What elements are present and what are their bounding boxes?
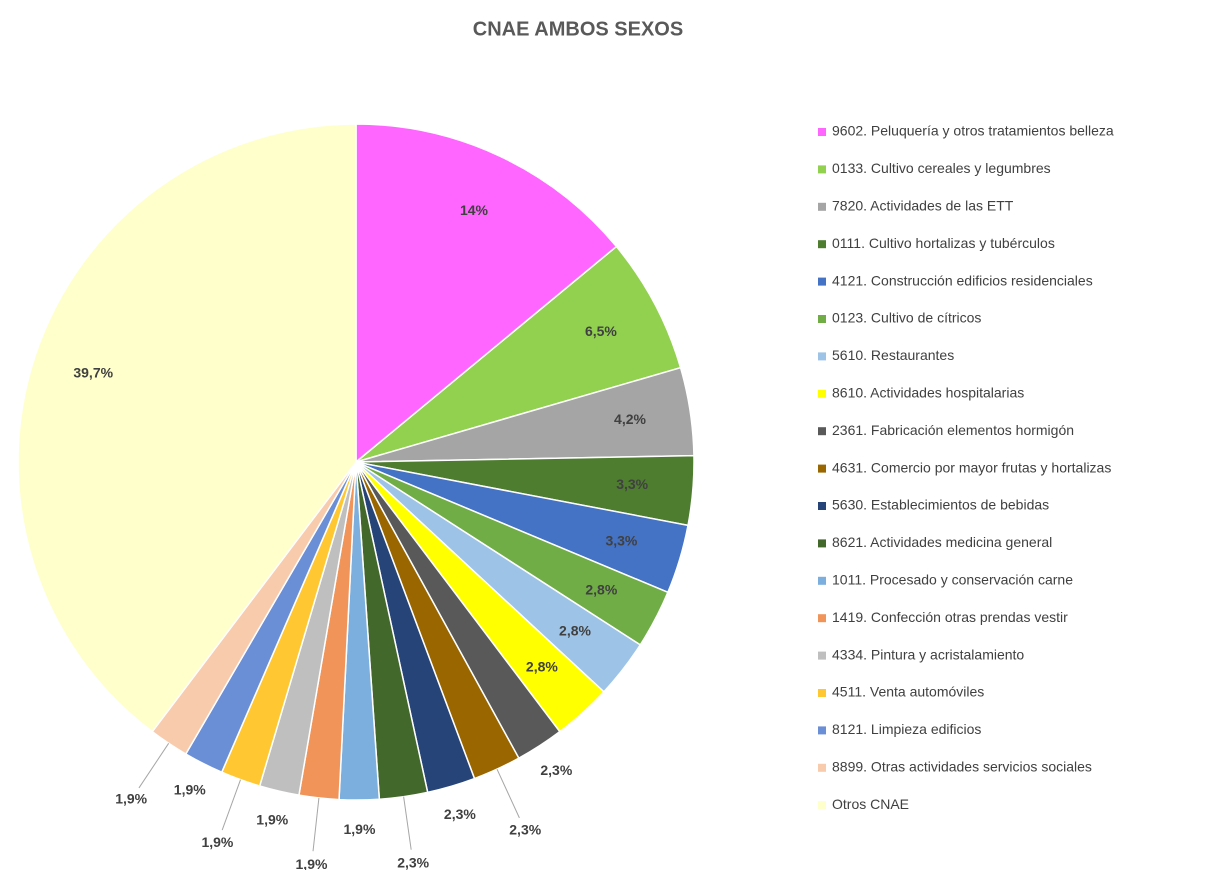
legend-label: 5610. Restaurantes — [832, 347, 954, 363]
legend-label: 8899. Otras actividades servicios social… — [832, 759, 1092, 775]
legend-swatch — [818, 539, 826, 548]
data-label: 4,2% — [614, 411, 646, 427]
leader-line — [138, 743, 170, 789]
legend-label: 0123. Cultivo de cítricos — [832, 310, 981, 326]
legend-swatch — [818, 315, 826, 323]
data-label: 3,3% — [605, 533, 637, 549]
legend-label: 1419. Confección otras prendas vestir — [832, 609, 1068, 625]
legend-label: 4121. Construcción edificios residencial… — [832, 272, 1093, 288]
pie-slice — [355, 123, 618, 464]
legend-swatch — [818, 689, 826, 697]
data-label: 1,9% — [201, 834, 233, 850]
data-label: 6,5% — [585, 323, 617, 339]
legend-swatch — [818, 651, 826, 660]
data-label: 2,3% — [540, 762, 572, 778]
data-label: 1,9% — [296, 856, 328, 870]
legend-swatch — [818, 389, 826, 398]
legend-label: 8621. Actividades medicina general — [832, 534, 1052, 550]
data-label: 2,8% — [526, 658, 558, 674]
legend-swatch — [818, 614, 826, 623]
legend-swatch — [818, 352, 826, 361]
leader-line — [312, 797, 320, 852]
legend-label: 8610. Actividades hospitalarias — [832, 385, 1024, 401]
data-label: 1,9% — [256, 811, 288, 827]
leader-line — [221, 779, 241, 831]
legend-swatch — [818, 502, 826, 510]
legend-label: 2361. Fabricación elementos hormigón — [832, 422, 1074, 438]
leader-line — [496, 768, 520, 819]
legend-swatch — [818, 202, 826, 211]
legend-swatch — [818, 277, 826, 286]
data-label: 14% — [460, 202, 489, 218]
legend-swatch — [818, 763, 826, 772]
legend-swatch — [818, 801, 826, 810]
legend-label: 5630. Establecimientos de bebidas — [832, 497, 1049, 513]
legend-swatch — [818, 726, 826, 735]
data-label: 3,3% — [616, 476, 648, 492]
legend-label: 9602. Peluquería y otros tratamientos be… — [832, 123, 1114, 139]
legend-swatch — [818, 464, 826, 473]
legend-swatch — [818, 240, 826, 249]
data-label: 2,3% — [509, 821, 541, 837]
legend-swatch — [818, 128, 826, 136]
data-label: 2,3% — [397, 854, 429, 870]
data-label: 1,9% — [115, 790, 147, 806]
pie-slice — [355, 245, 682, 463]
legend-swatch — [818, 427, 826, 436]
legend-swatch — [818, 165, 826, 174]
data-label: 2,8% — [585, 582, 617, 598]
leader-line — [403, 796, 412, 850]
legend-label: 8121. Limpieza edificios — [832, 721, 981, 737]
legend-label: 4334. Pintura y acristalamiento — [832, 646, 1024, 662]
legend-label: 7820. Actividades de las ETT — [832, 198, 1014, 214]
data-label: 2,8% — [559, 623, 591, 639]
legend-label: Otros CNAE — [832, 796, 909, 812]
legend-swatch — [818, 576, 826, 585]
data-label: 39,7% — [73, 365, 113, 381]
data-label: 1,9% — [344, 821, 376, 837]
data-label: 2,3% — [444, 806, 476, 822]
chart-title: CNAE AMBOS SEXOS — [473, 18, 683, 40]
pie-slice — [17, 123, 357, 733]
legend-label: 0111. Cultivo hortalizas y tubérculos — [832, 235, 1055, 251]
legend-label: 4631. Comercio por mayor frutas y hortal… — [832, 459, 1111, 475]
legend-label: 0133. Cultivo cereales y legumbres — [832, 160, 1051, 176]
data-label: 1,9% — [174, 781, 206, 797]
legend-label: 4511. Venta automóviles — [832, 684, 984, 700]
legend-label: 1011. Procesado y conservación carne — [832, 572, 1073, 588]
